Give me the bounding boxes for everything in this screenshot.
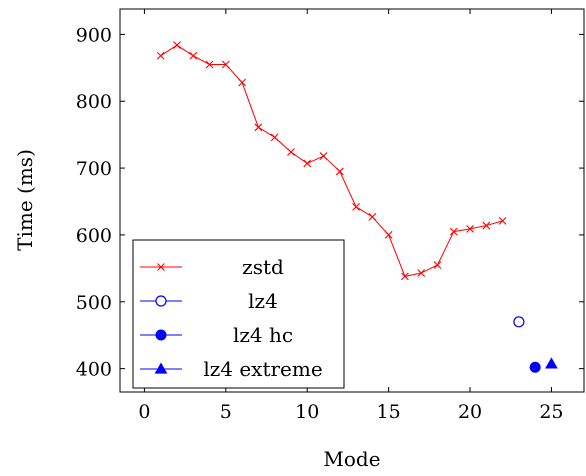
- y-tick-label: 900: [76, 24, 112, 46]
- series-lz4-extreme: [545, 357, 558, 369]
- plot-frame: [119, 8, 585, 393]
- y-axis-label: Time (ms): [13, 149, 37, 251]
- legend-swatch-marker: [157, 263, 165, 271]
- data-point: [254, 123, 263, 132]
- data-point: [335, 167, 344, 176]
- y-tick-label: 700: [76, 158, 112, 180]
- data-point: [417, 269, 426, 277]
- data-point: [449, 227, 458, 236]
- data-point: [189, 51, 198, 60]
- legend-label: lz4: [248, 289, 278, 313]
- legend-box: [132, 239, 345, 389]
- x-tick-label: 25: [539, 401, 563, 423]
- data-point: [482, 221, 491, 230]
- data-point: [173, 41, 181, 49]
- legend-label: zstd: [242, 255, 284, 279]
- legend-entry: zstd: [140, 255, 284, 279]
- data-point: [270, 133, 279, 142]
- legend-swatch-marker: [155, 329, 167, 341]
- legend: zstd lz4 lz4 hc lz4 extreme: [132, 239, 345, 389]
- y-tick-label: 600: [76, 225, 112, 247]
- legend-entry: lz4: [140, 289, 278, 313]
- data-point: [529, 361, 541, 373]
- legend-entry: lz4 extreme: [140, 357, 323, 381]
- x-tick-label: 5: [220, 401, 232, 423]
- legend-swatch-marker: [154, 362, 168, 374]
- x-tick-label: 15: [377, 401, 401, 423]
- series-layer: [156, 41, 558, 373]
- legend-entry: lz4 hc: [140, 323, 293, 347]
- data-point: [368, 212, 377, 221]
- y-tick-label: 400: [76, 359, 112, 381]
- data-point: [238, 78, 246, 87]
- data-point: [466, 225, 474, 233]
- data-point: [221, 60, 230, 69]
- data-point: [384, 231, 393, 239]
- series-lz4: [513, 316, 525, 328]
- x-tick-label: 10: [295, 401, 319, 423]
- data-point: [545, 357, 558, 369]
- series-zstd: [156, 41, 507, 281]
- series-lz4-hc: [529, 361, 541, 373]
- y-tick-label: 500: [76, 292, 112, 314]
- data-point: [433, 261, 442, 269]
- data-point: [498, 216, 507, 225]
- legend-label: lz4 hc: [233, 323, 293, 347]
- data-point: [287, 148, 295, 156]
- data-point: [401, 272, 409, 281]
- data-point: [156, 51, 165, 60]
- x-tick-label: 20: [458, 401, 482, 423]
- data-point: [352, 202, 360, 211]
- legend-label: lz4 extreme: [203, 357, 322, 381]
- data-point: [303, 159, 312, 168]
- legend-swatch-marker: [155, 295, 167, 307]
- data-point: [513, 316, 525, 328]
- y-tick-label: 800: [76, 91, 112, 113]
- data-point: [319, 152, 328, 160]
- series-line: [160, 44, 503, 277]
- axis-ticks: 0 5 10 15 20 25 400 500 600 700 800 900: [76, 9, 584, 423]
- data-point: [205, 60, 214, 69]
- x-tick-label: 0: [138, 401, 150, 423]
- x-axis-label: Mode: [323, 447, 380, 471]
